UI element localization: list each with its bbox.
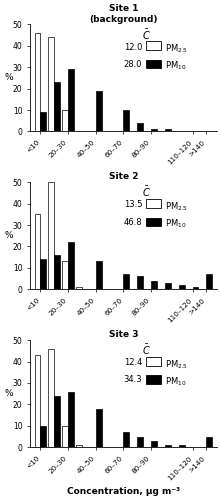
- Text: PM$_{2.5}$: PM$_{2.5}$: [164, 200, 188, 213]
- Y-axis label: %: %: [4, 389, 13, 398]
- FancyBboxPatch shape: [146, 376, 161, 384]
- Bar: [76, 287, 82, 290]
- Bar: [165, 130, 171, 132]
- Bar: [96, 90, 102, 132]
- Bar: [179, 445, 185, 447]
- Text: 34.3: 34.3: [124, 376, 142, 384]
- Bar: [62, 262, 68, 289]
- Title: Site 3: Site 3: [109, 330, 138, 340]
- Bar: [124, 110, 129, 132]
- Bar: [54, 255, 60, 290]
- Bar: [54, 82, 60, 132]
- Bar: [124, 432, 129, 447]
- Text: $\bar{C}$: $\bar{C}$: [142, 344, 151, 357]
- Bar: [62, 426, 68, 447]
- Bar: [165, 445, 171, 447]
- FancyBboxPatch shape: [146, 218, 161, 226]
- FancyBboxPatch shape: [146, 200, 161, 208]
- Text: 13.5: 13.5: [124, 200, 142, 209]
- Bar: [193, 287, 198, 290]
- Bar: [137, 276, 143, 289]
- Bar: [68, 392, 74, 447]
- FancyBboxPatch shape: [146, 358, 161, 366]
- Bar: [137, 123, 143, 132]
- Bar: [48, 37, 54, 132]
- Bar: [179, 285, 185, 290]
- Bar: [48, 182, 54, 290]
- Bar: [151, 281, 157, 289]
- Bar: [68, 242, 74, 290]
- Text: PM$_{10}$: PM$_{10}$: [164, 376, 186, 388]
- Bar: [96, 262, 102, 289]
- FancyBboxPatch shape: [146, 42, 161, 50]
- Bar: [76, 445, 82, 447]
- Text: 12.4: 12.4: [124, 358, 142, 368]
- Bar: [40, 260, 46, 290]
- Text: PM$_{2.5}$: PM$_{2.5}$: [164, 358, 188, 371]
- FancyBboxPatch shape: [146, 60, 161, 68]
- Text: 12.0: 12.0: [124, 42, 142, 51]
- Text: PM$_{10}$: PM$_{10}$: [164, 60, 186, 72]
- Bar: [137, 436, 143, 447]
- Text: 28.0: 28.0: [124, 60, 142, 68]
- Text: PM$_{10}$: PM$_{10}$: [164, 218, 186, 230]
- Title: Site 2: Site 2: [109, 172, 138, 182]
- Bar: [40, 426, 46, 447]
- Bar: [48, 348, 54, 447]
- Bar: [35, 355, 40, 447]
- Bar: [35, 33, 40, 132]
- Y-axis label: %: %: [4, 232, 13, 240]
- Bar: [54, 396, 60, 447]
- Bar: [206, 436, 212, 447]
- Bar: [96, 408, 102, 447]
- Bar: [68, 70, 74, 132]
- Text: $\bar{C}$: $\bar{C}$: [142, 186, 151, 200]
- Bar: [151, 130, 157, 132]
- Bar: [151, 441, 157, 447]
- Bar: [124, 274, 129, 289]
- Bar: [40, 112, 46, 132]
- Bar: [165, 283, 171, 290]
- Text: PM$_{2.5}$: PM$_{2.5}$: [164, 42, 188, 55]
- Bar: [62, 110, 68, 132]
- Text: 46.8: 46.8: [124, 218, 142, 226]
- Bar: [206, 274, 212, 289]
- Text: $\bar{C}$: $\bar{C}$: [142, 28, 151, 42]
- Bar: [35, 214, 40, 290]
- X-axis label: Concentration, μg m⁻³: Concentration, μg m⁻³: [67, 487, 180, 496]
- Y-axis label: %: %: [4, 74, 13, 82]
- Title: Site 1
(background): Site 1 (background): [89, 4, 158, 24]
